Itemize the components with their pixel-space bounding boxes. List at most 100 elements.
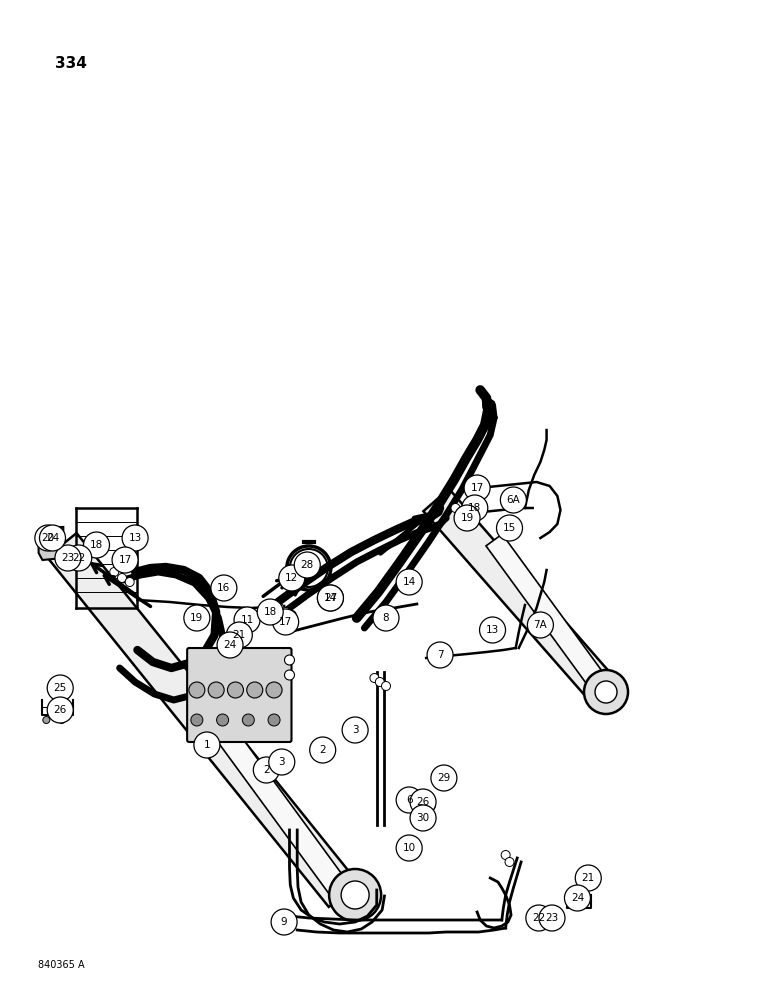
Text: 2: 2 [263, 765, 269, 775]
Text: 25: 25 [53, 683, 67, 693]
Circle shape [39, 525, 66, 551]
Circle shape [462, 495, 488, 521]
Circle shape [269, 749, 295, 775]
Text: 16: 16 [217, 583, 231, 593]
Text: 17: 17 [279, 617, 293, 627]
Text: 3: 3 [279, 757, 285, 767]
Text: 14: 14 [323, 593, 337, 603]
Circle shape [285, 670, 294, 680]
Circle shape [329, 869, 381, 921]
Text: 27: 27 [323, 593, 337, 603]
Polygon shape [423, 489, 611, 696]
Circle shape [464, 475, 490, 501]
Circle shape [268, 714, 280, 726]
Text: 840365 A: 840365 A [38, 960, 85, 970]
Circle shape [285, 655, 294, 665]
Circle shape [454, 505, 480, 531]
Text: 19: 19 [190, 613, 204, 623]
Text: 3: 3 [352, 725, 358, 735]
Text: 7A: 7A [533, 620, 547, 630]
FancyBboxPatch shape [187, 648, 292, 742]
Circle shape [479, 617, 506, 643]
Circle shape [410, 789, 436, 815]
Text: 17: 17 [470, 483, 484, 493]
Circle shape [217, 632, 243, 658]
Polygon shape [47, 533, 358, 907]
Circle shape [373, 605, 399, 631]
Circle shape [539, 905, 565, 931]
Circle shape [584, 670, 628, 714]
Circle shape [125, 578, 134, 586]
Circle shape [112, 547, 138, 573]
Text: 30: 30 [416, 813, 430, 823]
Circle shape [83, 532, 110, 558]
Circle shape [411, 808, 420, 816]
Circle shape [416, 790, 425, 800]
Text: 13: 13 [128, 533, 142, 543]
Circle shape [194, 732, 220, 758]
Text: 20: 20 [41, 533, 55, 543]
Circle shape [575, 865, 601, 891]
Text: 22: 22 [532, 913, 546, 923]
Circle shape [42, 716, 50, 724]
Circle shape [55, 545, 81, 571]
Text: 17: 17 [118, 555, 132, 565]
Circle shape [451, 504, 460, 512]
Circle shape [396, 835, 422, 861]
Text: 24: 24 [223, 640, 237, 650]
Circle shape [426, 802, 435, 810]
Circle shape [431, 765, 457, 791]
Circle shape [505, 857, 514, 866]
Circle shape [184, 605, 210, 631]
Circle shape [66, 545, 92, 571]
Circle shape [217, 714, 229, 726]
Text: 11: 11 [240, 615, 254, 625]
Circle shape [341, 881, 369, 909]
Circle shape [110, 568, 119, 576]
Circle shape [266, 682, 282, 698]
Circle shape [564, 885, 591, 911]
Text: 26: 26 [416, 797, 430, 807]
Circle shape [208, 682, 224, 698]
Text: 23: 23 [545, 913, 559, 923]
Circle shape [234, 607, 260, 633]
Text: 13: 13 [486, 625, 499, 635]
Polygon shape [486, 534, 606, 689]
Circle shape [581, 886, 589, 894]
Circle shape [257, 599, 283, 625]
Text: 14: 14 [402, 577, 416, 587]
Circle shape [117, 574, 127, 582]
Circle shape [410, 805, 436, 831]
Text: 18: 18 [468, 503, 482, 513]
Circle shape [569, 886, 577, 894]
Circle shape [396, 787, 422, 813]
Circle shape [275, 603, 284, 612]
Text: 6A: 6A [506, 495, 520, 505]
Circle shape [294, 552, 320, 578]
Circle shape [281, 607, 290, 616]
Text: 18: 18 [263, 607, 277, 617]
Circle shape [381, 682, 391, 690]
Circle shape [35, 525, 61, 551]
Circle shape [457, 508, 466, 516]
Circle shape [462, 512, 472, 520]
Text: 21: 21 [581, 873, 595, 883]
Circle shape [279, 565, 305, 591]
Circle shape [526, 905, 552, 931]
Text: 24: 24 [571, 893, 584, 903]
Circle shape [287, 610, 296, 619]
Circle shape [191, 714, 203, 726]
Circle shape [317, 585, 344, 611]
Circle shape [122, 525, 148, 551]
Text: 7: 7 [437, 650, 443, 660]
Circle shape [271, 909, 297, 935]
Circle shape [527, 612, 554, 638]
Polygon shape [192, 694, 352, 901]
Text: 6: 6 [406, 795, 412, 805]
Circle shape [500, 487, 527, 513]
Circle shape [342, 717, 368, 743]
Text: 334: 334 [55, 56, 87, 71]
Circle shape [317, 585, 344, 611]
Circle shape [370, 674, 379, 682]
Circle shape [247, 682, 262, 698]
